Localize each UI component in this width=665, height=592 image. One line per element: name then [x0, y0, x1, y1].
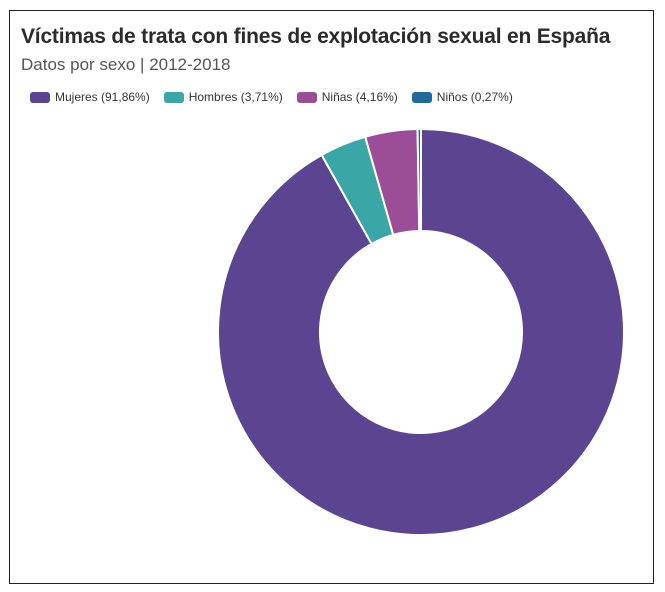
legend-swatch-mujeres	[30, 91, 50, 103]
donut-slices	[217, 127, 625, 536]
legend-item-ninos[interactable]: Niños (0,27%)	[411, 90, 513, 104]
legend-label-ninos: Niños (0,27%)	[436, 90, 513, 104]
legend-swatch-ninos	[411, 91, 432, 103]
legend-swatch-hombres	[163, 91, 184, 103]
legend-item-ninas[interactable]: Niñas (4,16%)	[296, 90, 398, 104]
chart-legend: Mujeres (91,86%) Hombres (3,71%) Niñas (…	[30, 90, 527, 104]
chart-title: Víctimas de trata con fines de explotaci…	[21, 25, 611, 48]
legend-item-mujeres[interactable]: Mujeres (91,86%)	[30, 90, 150, 104]
legend-label-mujeres: Mujeres (91,86%)	[55, 90, 150, 104]
chart-subtitle: Datos por sexo | 2012-2018	[21, 55, 231, 74]
legend-label-ninas: Niñas (4,16%)	[321, 90, 398, 104]
donut-slice-mujeres[interactable]	[217, 127, 625, 536]
donut-slice-ninos[interactable]	[416, 127, 422, 233]
legend-swatch-ninas	[296, 91, 317, 103]
legend-label-hombres: Hombres (3,71%)	[188, 90, 283, 104]
legend-item-hombres[interactable]: Hombres (3,71%)	[163, 90, 283, 104]
